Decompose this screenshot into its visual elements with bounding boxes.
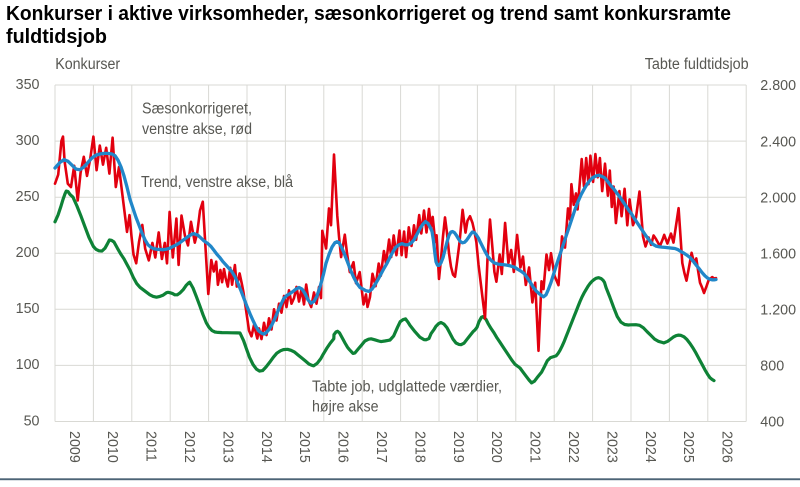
- svg-text:300: 300: [16, 133, 40, 149]
- svg-text:2.400: 2.400: [760, 134, 796, 150]
- svg-text:250: 250: [16, 189, 40, 205]
- svg-text:200: 200: [16, 245, 40, 261]
- svg-text:Tabte job, udglattede værdier,: Tabte job, udglattede værdier,: [312, 379, 502, 396]
- svg-text:2023: 2023: [603, 431, 619, 463]
- svg-text:2017: 2017: [373, 431, 389, 463]
- svg-text:Trend, venstre akse, blå: Trend, venstre akse, blå: [141, 174, 293, 191]
- svg-text:2019: 2019: [450, 431, 466, 463]
- svg-text:2025: 2025: [680, 431, 696, 463]
- svg-text:2018: 2018: [411, 431, 427, 463]
- svg-text:2024: 2024: [642, 431, 658, 463]
- svg-text:Sæsonkorrigeret,: Sæsonkorrigeret,: [142, 101, 252, 118]
- svg-text:150: 150: [16, 301, 40, 317]
- svg-text:2009: 2009: [66, 431, 82, 463]
- svg-text:350: 350: [16, 77, 40, 93]
- svg-text:2026: 2026: [719, 431, 735, 463]
- svg-text:1.200: 1.200: [760, 303, 796, 319]
- svg-text:400: 400: [760, 415, 784, 431]
- svg-text:2021: 2021: [527, 431, 543, 463]
- svg-text:1.600: 1.600: [760, 246, 796, 262]
- svg-text:2012: 2012: [181, 431, 197, 463]
- svg-text:2.000: 2.000: [760, 190, 796, 206]
- svg-text:2014: 2014: [258, 431, 274, 463]
- svg-text:2020: 2020: [488, 431, 504, 463]
- svg-text:Konkurser i aktive virksomhede: Konkurser i aktive virksomheder, sæsonko…: [6, 3, 731, 25]
- svg-text:50: 50: [24, 413, 40, 429]
- svg-text:2022: 2022: [565, 431, 581, 463]
- svg-text:2010: 2010: [104, 431, 120, 463]
- svg-text:2015: 2015: [296, 431, 312, 463]
- svg-text:2.800: 2.800: [760, 78, 796, 94]
- svg-text:800: 800: [760, 359, 784, 375]
- svg-text:fuldtidsjob: fuldtidsjob: [6, 26, 107, 48]
- svg-text:Konkurser: Konkurser: [55, 56, 120, 73]
- svg-text:Tabte fuldtidsjob: Tabte fuldtidsjob: [645, 56, 749, 73]
- svg-text:venstre akse, rød: venstre akse, rød: [142, 121, 252, 138]
- svg-text:2011: 2011: [143, 431, 159, 462]
- svg-text:2016: 2016: [335, 431, 351, 463]
- svg-text:2013: 2013: [219, 431, 235, 463]
- svg-text:højre akse: højre akse: [312, 399, 379, 416]
- svg-text:100: 100: [16, 357, 40, 373]
